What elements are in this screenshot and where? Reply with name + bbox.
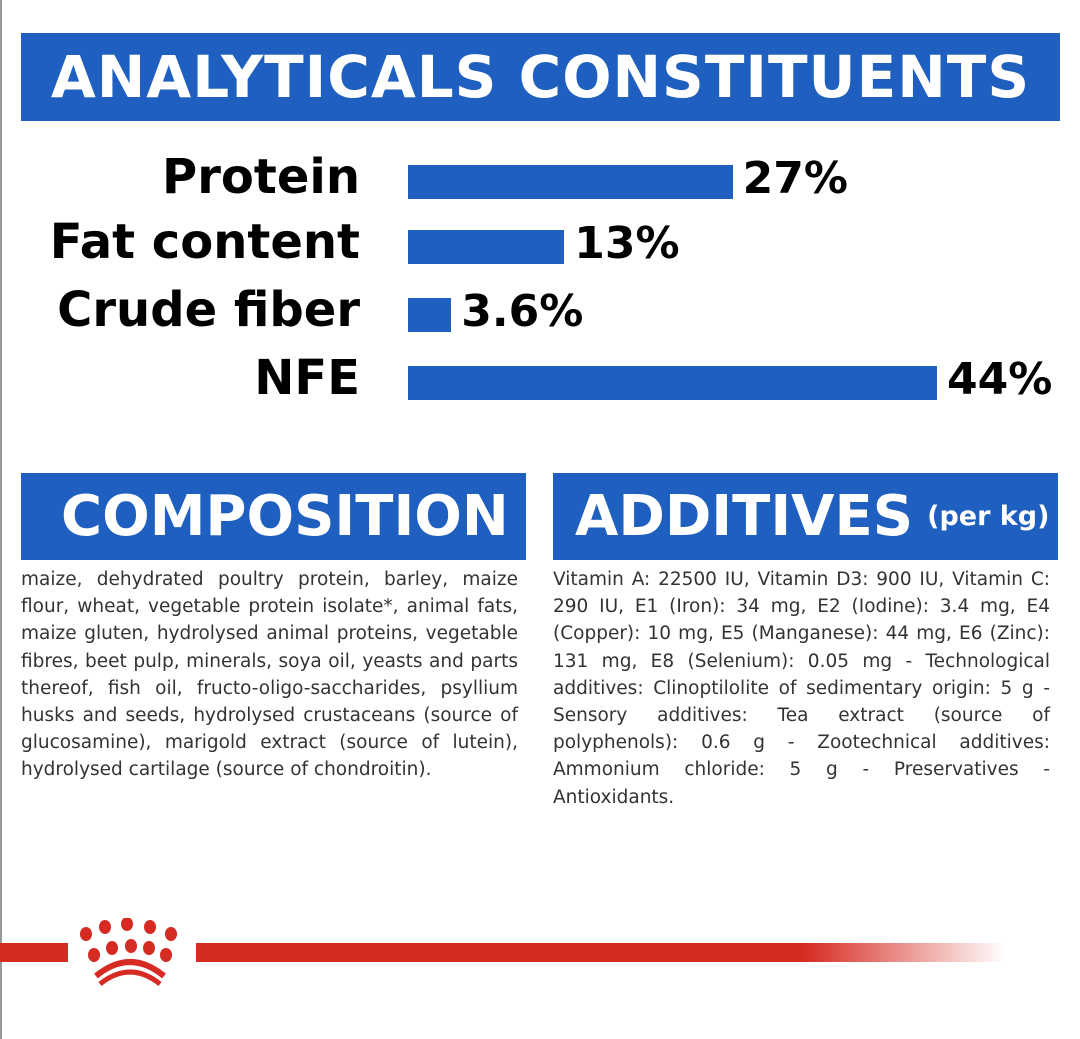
composition-text: maize, dehydrated poultry protein, barle… xyxy=(21,569,518,781)
category-label: NFE xyxy=(254,350,360,406)
bar-protein xyxy=(408,165,733,199)
bar-nfe xyxy=(408,366,937,400)
red-stripe-left xyxy=(0,943,68,962)
category-label: Protein xyxy=(162,149,360,205)
bar-fat-content xyxy=(408,230,565,264)
value-label: 13% xyxy=(574,218,680,269)
category-label: Fat content xyxy=(49,214,360,270)
analyticals-header: ANALYTICALS CONSTITUENTS xyxy=(21,33,1060,121)
category-label: Crude fiber xyxy=(57,282,360,338)
composition-header: COMPOSITION xyxy=(21,473,526,560)
value-label: 27% xyxy=(742,153,848,204)
additives-subtitle: (per kg) xyxy=(927,501,1050,532)
additives-header: ADDITIVES (per kg) xyxy=(553,473,1058,560)
additives-title: ADDITIVES xyxy=(575,484,914,549)
value-label: 3.6% xyxy=(461,286,584,337)
red-stripe-right xyxy=(196,943,1006,962)
crown-logo-icon xyxy=(80,918,177,986)
additives-text: Vitamin A: 22500 IU, Vitamin D3: 900 IU,… xyxy=(553,569,1050,808)
composition-title: COMPOSITION xyxy=(61,484,509,549)
value-label: 44% xyxy=(947,354,1053,405)
left-border xyxy=(0,0,2,1039)
bar-crude-fiber xyxy=(408,298,452,332)
